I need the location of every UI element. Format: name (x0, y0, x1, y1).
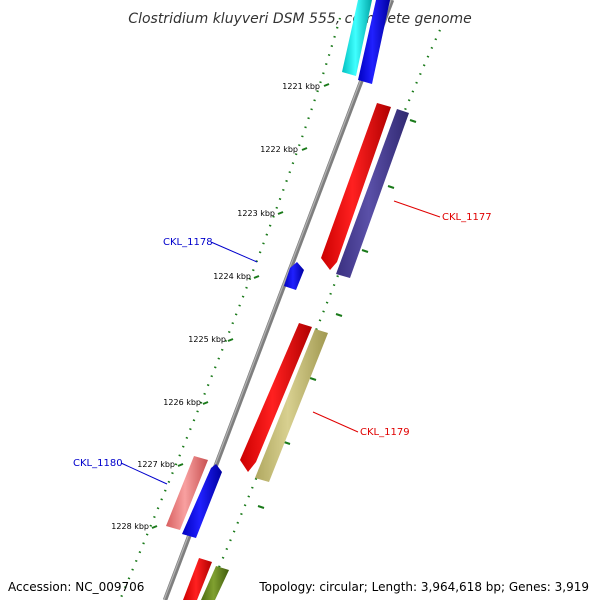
gene-label-ckl-1180[interactable]: CKL_1180 (73, 458, 123, 469)
kbp-label-1222: 1222 kbp (260, 145, 298, 154)
accession-text: Accession: NC_009706 (8, 580, 145, 594)
kbp-ticks (151, 83, 330, 529)
feature-ckl-1177[interactable] (336, 109, 409, 278)
gene-label-ckl-1177[interactable]: CKL_1177 (442, 212, 492, 223)
kbp-label-1223: 1223 kbp (237, 209, 275, 218)
genome-summary-text: Topology: circular; Length: 3,964,618 bp… (259, 580, 589, 594)
feature-red-bottom[interactable] (183, 558, 212, 600)
kbp-label-1227: 1227 kbp (137, 460, 175, 469)
feature-ckl-1180[interactable] (182, 464, 222, 538)
kbp-label-1224: 1224 kbp (213, 272, 251, 281)
inner-tick-ring (118, 17, 342, 600)
kbp-label-1225: 1225 kbp (188, 335, 226, 344)
feature-red-cds-1[interactable] (321, 103, 391, 270)
kbp-label-1228: 1228 kbp (111, 522, 149, 531)
outer-ticks (257, 119, 417, 509)
feature-olive-bottom[interactable] (201, 566, 229, 600)
leader-ckl-1179 (312, 411, 359, 433)
map-title: Clostridium kluyveri DSM 555, complete g… (128, 11, 471, 27)
feature-ckl-1178[interactable] (284, 262, 304, 290)
feature-pink[interactable] (166, 456, 208, 530)
feature-blue-top[interactable] (358, 0, 390, 84)
gene-label-ckl-1178[interactable]: CKL_1178 (163, 237, 213, 248)
feature-ckl-1179[interactable] (255, 329, 328, 482)
feature-red-cds-2[interactable] (240, 323, 312, 472)
leader-ckl-1180 (120, 462, 168, 485)
kbp-label-1226: 1226 kbp (163, 398, 201, 407)
feature-cyan-top[interactable] (342, 0, 372, 76)
leader-ckl-1177 (393, 200, 441, 218)
gene-label-ckl-1179[interactable]: CKL_1179 (360, 427, 410, 438)
leader-ckl-1178 (210, 241, 258, 263)
kbp-label-1221: 1221 kbp (282, 82, 320, 91)
